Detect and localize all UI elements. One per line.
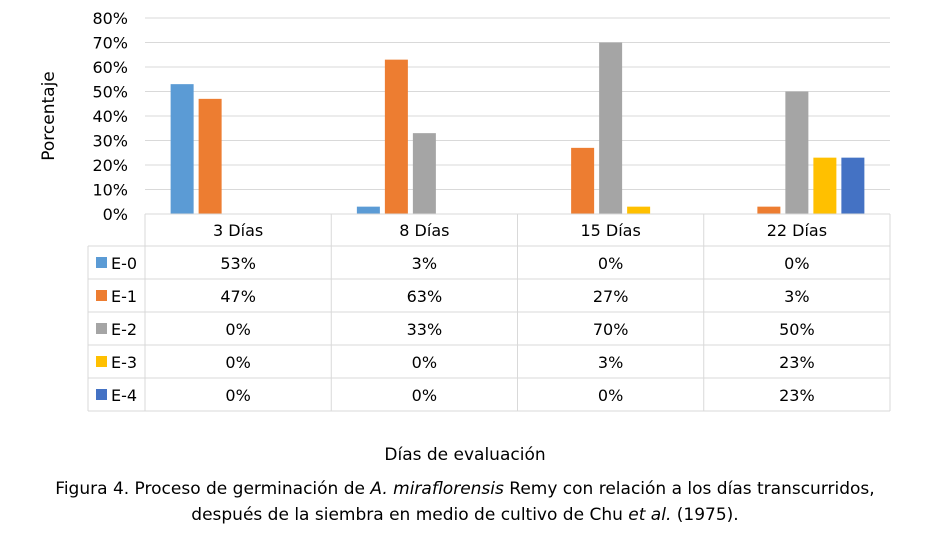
caption-text: Remy con relación a los días transcurrid… [503,479,875,499]
y-tick-label: 80% [92,9,128,28]
data-cell: 47% [220,287,256,306]
y-tick-label: 60% [92,58,128,77]
y-tick-label: 10% [92,181,128,200]
legend-swatch-e-0 [96,257,107,268]
bar-e-2-1 [412,133,436,214]
category-label: 8 Días [399,221,449,240]
bar-e-1-0 [198,98,222,214]
figure-caption: Figura 4. Proceso de germinación de A. m… [0,476,930,528]
caption-species: A. miraflorensis [370,479,504,499]
bar-e-1-2 [571,147,595,214]
data-cell: 0% [225,386,250,405]
data-cell: 0% [784,254,809,273]
legend-swatch-e-3 [96,356,107,367]
y-tick-label: 0% [103,205,128,224]
data-cell: 70% [593,320,629,339]
data-cell: 23% [779,353,815,372]
y-tick-label: 40% [92,107,128,126]
caption-etal: et al. [628,505,672,525]
bar-e-1-3 [757,206,781,214]
legend-label: E-4 [111,386,137,405]
y-axis-label: Porcentaje [39,71,59,161]
caption-text: Figura 4. Proceso de germinación de [55,479,371,499]
bar-chart: 0% 10% 20% 30% 40% 50% 60% 70% 80% Porcentaje 3 Dí… [39,9,891,465]
data-cell: 53% [220,254,256,273]
bar-e-2-3 [785,91,809,214]
data-cell: 0% [412,386,437,405]
bar-e-3-3 [813,157,837,214]
data-cell: 50% [779,320,815,339]
legend-label: E-0 [111,254,137,273]
data-cell: 33% [407,320,443,339]
data-cell: 23% [779,386,815,405]
legend-label: E-3 [111,353,137,372]
legend-swatch-e-2 [96,323,107,334]
legend-swatch-e-1 [96,290,107,301]
y-tick-label: 30% [92,132,128,151]
caption-text: (1975). [671,505,739,525]
data-cell: 0% [225,320,250,339]
category-label: 3 Días [213,221,263,240]
bar-e-0-0 [170,84,194,215]
data-cell: 3% [412,254,437,273]
y-tick-label: 50% [92,83,128,102]
bar-e-1-1 [384,59,408,215]
category-label: 15 Días [580,221,640,240]
bar-e-4-3 [841,157,865,214]
data-cell: 0% [225,353,250,372]
data-cell: 0% [412,353,437,372]
category-label: 22 Días [767,221,827,240]
legend-label: E-2 [111,320,137,339]
data-cell: 0% [598,386,623,405]
y-tick-label: 70% [92,34,128,53]
x-axis-label: Días de evaluación [384,445,545,465]
bar-e-0-1 [356,206,380,214]
y-tick-label: 20% [92,156,128,175]
legend-swatch-e-4 [96,389,107,400]
data-cell: 27% [593,287,629,306]
data-cell: 0% [598,254,623,273]
legend-label: E-1 [111,287,137,306]
caption-text: después de la siembra en medio de cultiv… [191,505,629,525]
data-cell: 63% [407,287,443,306]
bar-e-2-2 [599,42,623,214]
data-cell: 3% [784,287,809,306]
bar-e-3-2 [627,206,651,214]
data-cell: 3% [598,353,623,372]
